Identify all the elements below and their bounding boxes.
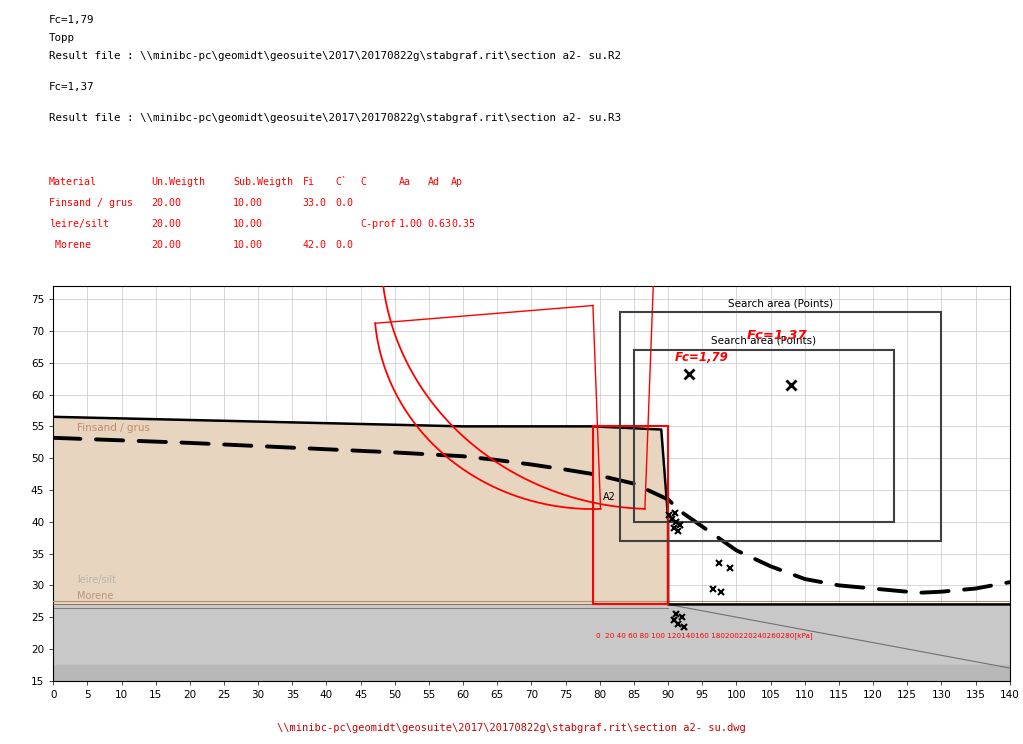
Text: 0.0: 0.0: [336, 198, 354, 208]
Text: 10.00: 10.00: [233, 198, 263, 208]
Text: 20.00: 20.00: [151, 198, 181, 208]
Text: Finsand / grus: Finsand / grus: [77, 423, 150, 434]
Text: Material: Material: [49, 177, 97, 187]
Text: 0  20 40 60 80 100 120140160 180200220240260280[kPa]: 0 20 40 60 80 100 120140160 180200220240…: [596, 632, 813, 639]
Bar: [593, 426, 668, 604]
Polygon shape: [53, 417, 1010, 604]
Text: 33.0: 33.0: [303, 198, 326, 208]
Text: leire/silt: leire/silt: [49, 219, 109, 228]
Text: 10.00: 10.00: [233, 219, 263, 228]
Text: Fc=1,37: Fc=1,37: [747, 329, 807, 341]
Text: Search area (Points): Search area (Points): [728, 298, 834, 309]
Text: Fi: Fi: [303, 177, 315, 187]
Text: 0.63: 0.63: [428, 219, 451, 228]
Text: C: C: [360, 177, 366, 187]
Text: Result file : \\minibc-pc\geomidt\geosuite\2017\20170822g\stabgraf.rit\section a: Result file : \\minibc-pc\geomidt\geosui…: [49, 113, 621, 123]
Text: 10.00: 10.00: [233, 240, 263, 249]
Text: Ap: Ap: [451, 177, 463, 187]
Text: C-prof: C-prof: [360, 219, 396, 228]
Text: C`: C`: [336, 177, 348, 187]
Text: Fc=1,79: Fc=1,79: [49, 15, 94, 25]
Text: Un.Weigth: Un.Weigth: [151, 177, 206, 187]
Text: Morene: Morene: [49, 240, 91, 249]
Text: \\minibc-pc\geomidt\geosuite\2017\20170822g\stabgraf.rit\section a2- su.dwg: \\minibc-pc\geomidt\geosuite\2017\201708…: [277, 723, 746, 733]
Bar: [620, 312, 941, 541]
Text: 20.00: 20.00: [151, 219, 181, 228]
Text: A2: A2: [604, 492, 616, 501]
Text: Aa: Aa: [399, 177, 411, 187]
Text: Finsand / grus: Finsand / grus: [49, 198, 133, 208]
Text: 0.0: 0.0: [336, 240, 354, 249]
Text: 20.00: 20.00: [151, 240, 181, 249]
Text: Ad: Ad: [428, 177, 440, 187]
Bar: [634, 350, 893, 522]
Text: Fc=1,79: Fc=1,79: [675, 351, 728, 365]
Text: Search area (Points): Search area (Points): [711, 336, 816, 345]
Text: Result file : \\minibc-pc\geomidt\geosuite\2017\20170822g\stabgraf.rit\section a: Result file : \\minibc-pc\geomidt\geosui…: [49, 51, 621, 60]
Text: leire/silt: leire/silt: [77, 575, 116, 586]
Polygon shape: [53, 604, 1010, 681]
Text: 42.0: 42.0: [303, 240, 326, 249]
Text: Fc=1,37: Fc=1,37: [49, 82, 94, 92]
Polygon shape: [53, 665, 1010, 681]
Text: 0.35: 0.35: [451, 219, 475, 228]
Text: 1.00: 1.00: [399, 219, 422, 228]
Text: Topp: Topp: [49, 33, 75, 42]
Text: Sub.Weigth: Sub.Weigth: [233, 177, 294, 187]
Text: Morene: Morene: [77, 591, 114, 601]
